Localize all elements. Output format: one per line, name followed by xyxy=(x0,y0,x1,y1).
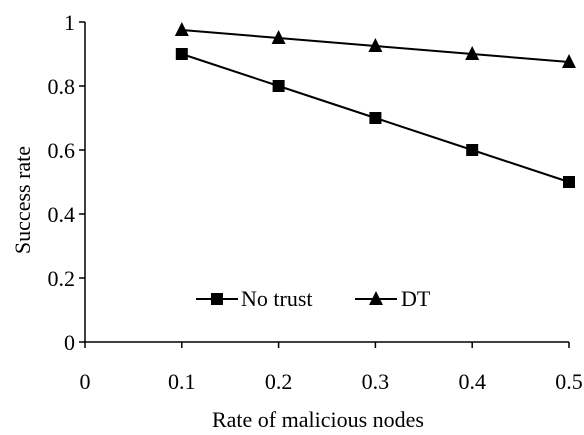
y-tick-label: 0.4 xyxy=(48,202,76,227)
data-point-dt xyxy=(271,30,286,44)
data-point-dt xyxy=(174,22,189,36)
legend-marker-triangle xyxy=(369,291,383,305)
legend-label-no-trust: No trust xyxy=(241,286,313,311)
data-point-no-trust xyxy=(466,144,479,156)
legend-label-dt: DT xyxy=(401,286,431,311)
data-point-dt xyxy=(465,46,480,60)
legend-item-dt: DT xyxy=(355,286,431,311)
x-tick-label: 0.4 xyxy=(458,369,486,394)
x-ticks: 0 0.1 0.2 0.3 0.4 0.5 xyxy=(80,342,583,394)
data-point-dt xyxy=(368,38,383,52)
axes xyxy=(84,22,569,343)
x-tick-label: 0.1 xyxy=(168,369,196,394)
series-layer xyxy=(174,22,576,188)
x-tick-label: 0.2 xyxy=(265,369,293,394)
y-ticks: 0 0.2 0.4 0.6 0.8 1 xyxy=(48,10,85,355)
data-point-no-trust xyxy=(563,176,575,188)
y-tick-label: 0.2 xyxy=(48,266,76,291)
x-tick-label: 0 xyxy=(80,369,91,394)
y-tick-label: 0.8 xyxy=(48,74,76,99)
x-tick-label: 0.3 xyxy=(362,369,390,394)
y-tick-label: 1 xyxy=(64,10,75,35)
series-dt xyxy=(174,22,576,68)
data-point-dt xyxy=(562,54,576,68)
legend-marker-square xyxy=(211,293,223,305)
data-point-no-trust xyxy=(175,48,188,60)
legend: No trust DT xyxy=(196,286,431,311)
y-tick-label: 0.6 xyxy=(48,138,76,163)
x-axis-title: Rate of malicious nodes xyxy=(212,407,424,432)
x-tick-label: 0.5 xyxy=(555,369,583,394)
y-tick-label: 0 xyxy=(64,330,75,355)
legend-item-no-trust: No trust xyxy=(196,286,313,311)
y-axis-title: Success rate xyxy=(10,146,35,254)
data-point-no-trust xyxy=(272,80,285,92)
series-no-trust xyxy=(175,48,575,188)
data-point-no-trust xyxy=(369,112,382,124)
